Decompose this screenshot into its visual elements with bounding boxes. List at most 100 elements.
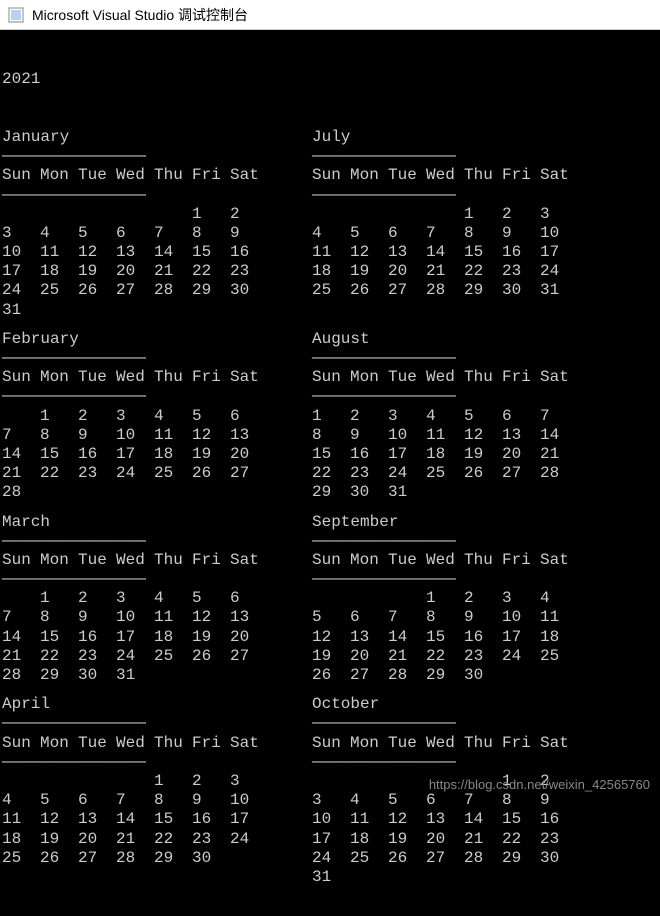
day-cell: 24 (116, 647, 154, 666)
day-cell: 8 (192, 224, 230, 243)
day-cell: 3 (230, 772, 268, 791)
weekday-label: Sat (540, 734, 578, 753)
day-cell: 25 (426, 464, 464, 483)
day-cell: 14 (426, 243, 464, 262)
day-cell: 18 (312, 262, 350, 281)
day-cell: 12 (192, 426, 230, 445)
week-row: 293031 (312, 483, 612, 502)
day-cell (116, 301, 154, 320)
day-cell: 16 (78, 445, 116, 464)
day-cell: 22 (502, 830, 540, 849)
week-row: 31 (2, 301, 302, 320)
day-cell: 18 (2, 830, 40, 849)
day-cell: 27 (388, 281, 426, 300)
day-cell: 30 (230, 281, 268, 300)
day-cell: 27 (230, 647, 268, 666)
month-block: August———————————————SunMonTueWedThuFriS… (312, 330, 612, 503)
weekday-label: Sat (230, 368, 268, 387)
month-name: July (312, 128, 612, 147)
day-cell (350, 868, 388, 887)
day-cell (78, 483, 116, 502)
day-cell: 9 (78, 608, 116, 627)
day-cell (540, 666, 578, 685)
weekday-label: Sun (312, 734, 350, 753)
day-cell: 17 (230, 810, 268, 829)
day-cell (312, 589, 350, 608)
day-cell (388, 772, 426, 791)
day-cell: 2 (230, 205, 268, 224)
week-row: 21222324252627 (2, 464, 302, 483)
month-name: January (2, 128, 302, 147)
window-titlebar[interactable]: Microsoft Visual Studio 调试控制台 (0, 0, 660, 30)
week-row: 31 (312, 868, 612, 887)
day-cell: 16 (540, 810, 578, 829)
day-cell: 22 (426, 647, 464, 666)
divider: ——————————————— (2, 387, 302, 406)
day-cell: 6 (350, 608, 388, 627)
day-cell: 6 (230, 589, 268, 608)
day-cell: 21 (388, 647, 426, 666)
day-cell: 23 (464, 647, 502, 666)
week-row: 1234567 (312, 407, 612, 426)
day-cell: 3 (116, 407, 154, 426)
day-cell: 14 (540, 426, 578, 445)
day-cell: 4 (540, 589, 578, 608)
weekday-label: Mon (350, 368, 388, 387)
day-cell (192, 301, 230, 320)
day-cell (154, 301, 192, 320)
week-row: 10111213141516 (312, 810, 612, 829)
day-cell: 3 (2, 224, 40, 243)
weekday-label: Mon (350, 551, 388, 570)
weekday-label: Sat (540, 368, 578, 387)
day-cell: 9 (230, 224, 268, 243)
day-cell: 4 (350, 791, 388, 810)
day-cell: 27 (502, 464, 540, 483)
year-label: 2021 (2, 70, 660, 89)
weekday-label: Thu (464, 368, 502, 387)
day-cell: 27 (350, 666, 388, 685)
day-cell: 7 (2, 426, 40, 445)
weekday-label: Fri (192, 551, 230, 570)
day-cell: 7 (540, 407, 578, 426)
day-cell: 13 (78, 810, 116, 829)
row-spacer (2, 889, 660, 897)
day-cell: 13 (116, 243, 154, 262)
month-name: March (2, 513, 302, 532)
divider: ——————————————— (2, 349, 302, 368)
day-cell: 27 (230, 464, 268, 483)
day-cell (40, 483, 78, 502)
weekday-label: Mon (40, 734, 78, 753)
divider: ——————————————— (312, 714, 612, 733)
day-cell: 23 (230, 262, 268, 281)
day-cell: 16 (350, 445, 388, 464)
weekday-label: Fri (192, 734, 230, 753)
divider: ——————————————— (2, 753, 302, 772)
week-row: 24252627282930 (312, 849, 612, 868)
weekday-label: Wed (116, 166, 154, 185)
day-cell: 9 (464, 608, 502, 627)
day-cell: 20 (350, 647, 388, 666)
day-cell: 24 (312, 849, 350, 868)
day-cell: 4 (154, 589, 192, 608)
day-cell: 25 (40, 281, 78, 300)
week-row: 11121314151617 (312, 243, 612, 262)
day-cell: 13 (502, 426, 540, 445)
day-cell: 15 (426, 628, 464, 647)
day-cell: 24 (2, 281, 40, 300)
day-cell: 22 (192, 262, 230, 281)
day-cell: 6 (388, 224, 426, 243)
weekday-label: Sun (312, 551, 350, 570)
day-cell (2, 205, 40, 224)
day-cell: 17 (116, 445, 154, 464)
month-name: February (2, 330, 302, 349)
day-cell: 6 (116, 224, 154, 243)
day-cell (154, 483, 192, 502)
day-cell: 13 (426, 810, 464, 829)
week-row: 1234 (312, 589, 612, 608)
day-cell: 24 (116, 464, 154, 483)
day-cell: 5 (312, 608, 350, 627)
day-cell (192, 483, 230, 502)
weekday-label: Tue (388, 734, 426, 753)
weekday-label: Thu (464, 166, 502, 185)
day-cell: 30 (540, 849, 578, 868)
